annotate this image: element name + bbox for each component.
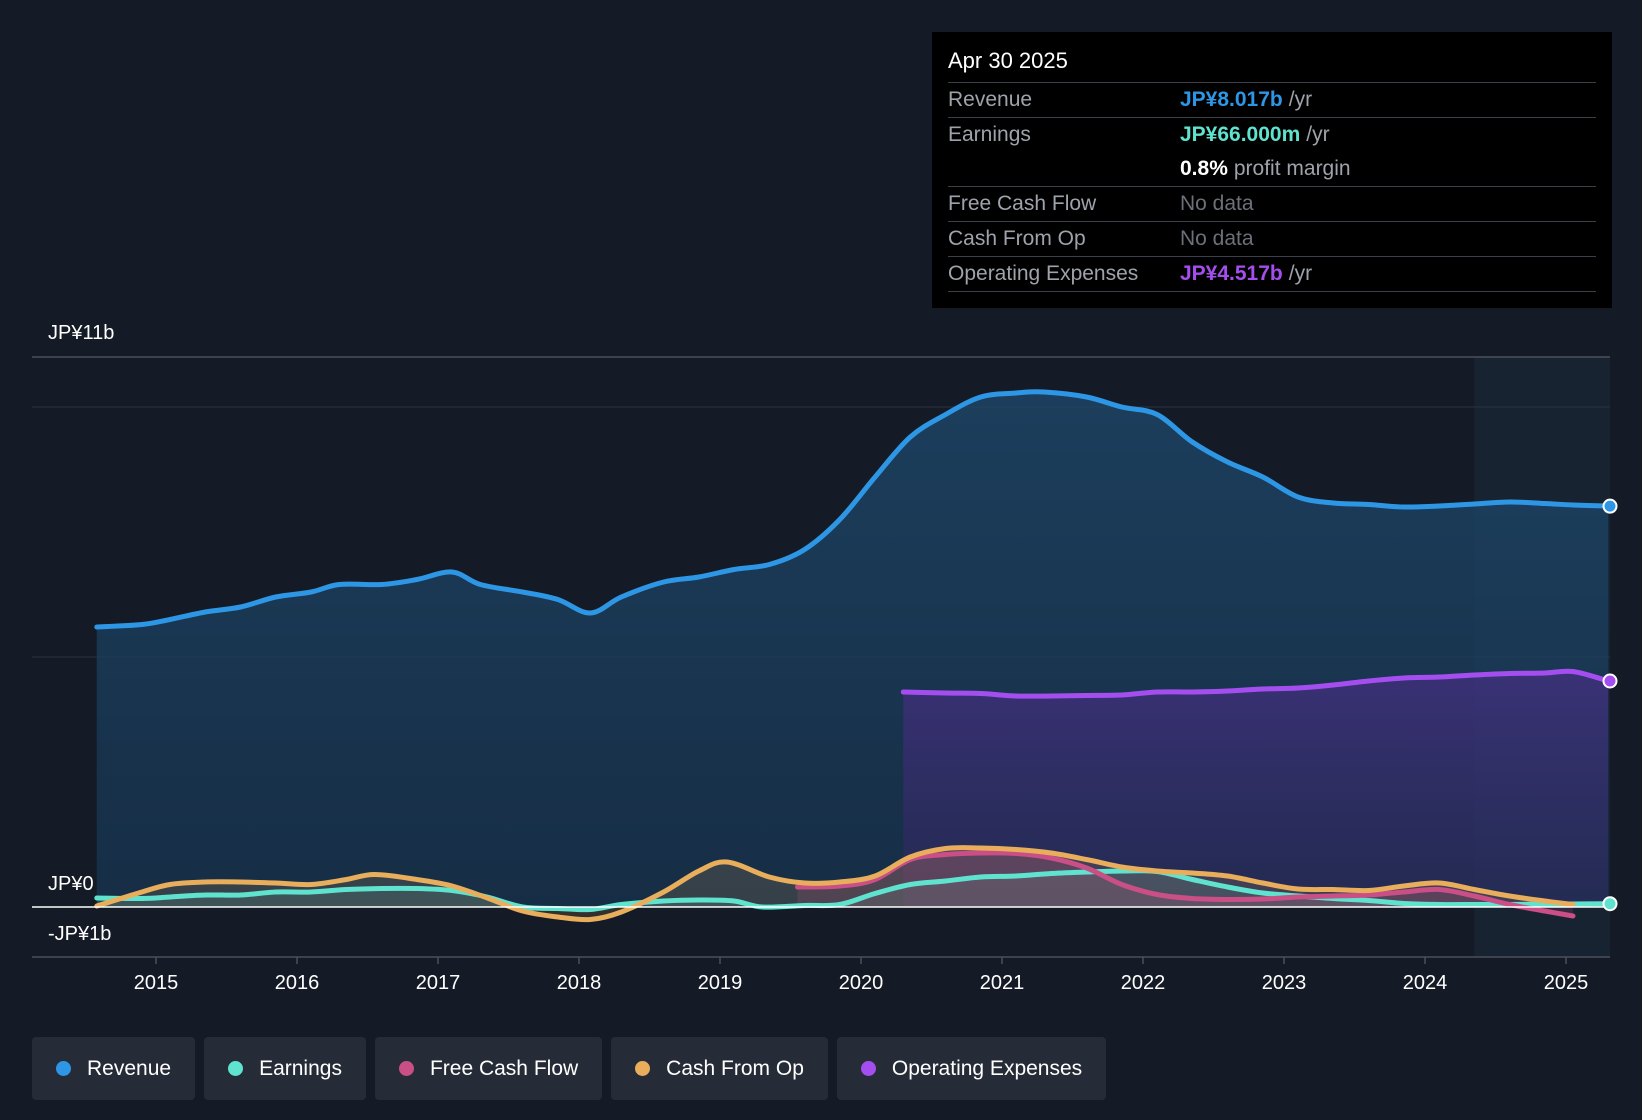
x-tick-label: 2019 xyxy=(698,972,743,994)
x-tick-label: 2020 xyxy=(839,972,884,994)
legend-item-earnings[interactable]: Earnings xyxy=(204,1037,366,1100)
revenue-endpoint-marker xyxy=(1602,498,1618,514)
tooltip-unit: /yr xyxy=(1306,123,1330,146)
legend-dot-icon xyxy=(860,1061,876,1076)
legend-item-cash-from-op[interactable]: Cash From Op xyxy=(611,1037,828,1100)
tooltip-label: Revenue xyxy=(948,88,1033,111)
tooltip-panel: Apr 30 2025 Revenue JP¥8.017b /yr Earnin… xyxy=(932,32,1612,308)
x-tick-label: 2025 xyxy=(1544,972,1589,994)
tooltip-value: JP¥4.517b xyxy=(1180,262,1283,285)
tooltip-row-free-cash-flow: Free Cash Flow No data xyxy=(948,186,1596,221)
tooltip-value: JP¥8.017b xyxy=(1180,88,1283,111)
y-label-top: JP¥11b xyxy=(48,322,114,344)
x-tick-label: 2023 xyxy=(1262,972,1307,994)
x-tick-label: 2021 xyxy=(980,972,1025,994)
tooltip-unit: profit margin xyxy=(1233,157,1351,180)
legend-label: Operating Expenses xyxy=(891,1056,1083,1080)
tooltip-row-cash-from-op: Cash From Op No data xyxy=(948,221,1596,256)
x-tick-label: 2024 xyxy=(1403,972,1448,994)
tooltip-label: Operating Expenses xyxy=(948,262,1139,285)
tooltip-date: Apr 30 2025 xyxy=(948,48,1068,73)
legend-dot-icon xyxy=(228,1061,244,1076)
opex-endpoint-marker xyxy=(1602,673,1618,689)
legend-dot-icon xyxy=(56,1061,71,1076)
tooltip-label: Free Cash Flow xyxy=(948,192,1097,215)
opex-area xyxy=(903,671,1609,907)
tooltip-label: Earnings xyxy=(948,123,1031,146)
series-lines xyxy=(32,389,1611,923)
legend: Revenue Earnings Free Cash Flow Cash Fro… xyxy=(32,1037,1107,1100)
cfo-line xyxy=(94,845,1576,923)
x-tick-label: 2015 xyxy=(134,972,179,994)
x-tick-label: 2018 xyxy=(557,972,602,994)
tooltip-row-revenue: Revenue JP¥8.017b /yr xyxy=(948,82,1596,117)
x-axis-ticks: 2015 2016 2017 2018 2019 2020 2021 2022 2023 2024… xyxy=(134,957,1589,994)
tooltip-row-profit-margin: 0.8% profit margin xyxy=(948,152,1596,186)
legend-item-revenue[interactable]: Revenue xyxy=(32,1037,196,1100)
tooltip-value: 0.8% xyxy=(1180,157,1228,180)
earnings-line xyxy=(94,868,1611,913)
legend-item-operating-expenses[interactable]: Operating Expenses xyxy=(836,1037,1107,1100)
tooltip-label: Cash From Op xyxy=(948,227,1086,250)
y-label-zero: JP¥0 xyxy=(48,873,94,895)
legend-item-free-cash-flow[interactable]: Free Cash Flow xyxy=(374,1037,603,1100)
legend-label: Revenue xyxy=(87,1056,172,1080)
tooltip-unit: /yr xyxy=(1288,88,1313,111)
tooltip-row-earnings: Earnings JP¥66.000m /yr xyxy=(948,117,1596,152)
tooltip-value: No data xyxy=(1180,227,1254,250)
y-label-bottom: -JP¥1b xyxy=(48,923,111,945)
legend-label: Cash From Op xyxy=(666,1056,804,1080)
x-tick-label: 2016 xyxy=(275,972,320,994)
revenue-line xyxy=(94,389,1611,630)
series-endpoints xyxy=(1602,498,1618,912)
fcf-line xyxy=(795,850,1576,919)
tooltip-value: JP¥66.000m xyxy=(1180,123,1301,146)
x-tick-label: 2017 xyxy=(416,972,461,994)
tooltip-unit: /yr xyxy=(1288,262,1313,285)
x-tick-label: 2022 xyxy=(1121,972,1166,994)
legend-label: Earnings xyxy=(259,1056,342,1080)
series-areas xyxy=(96,391,1609,920)
legend-dot-icon xyxy=(635,1061,651,1076)
earnings-endpoint-marker xyxy=(1602,896,1618,912)
legend-dot-icon xyxy=(398,1061,414,1076)
legend-label: Free Cash Flow xyxy=(429,1056,579,1080)
tooltip-value: No data xyxy=(1180,192,1254,215)
opex-line xyxy=(900,668,1611,699)
tooltip-row-operating-expenses: Operating Expenses JP¥4.517b /yr xyxy=(948,256,1596,292)
